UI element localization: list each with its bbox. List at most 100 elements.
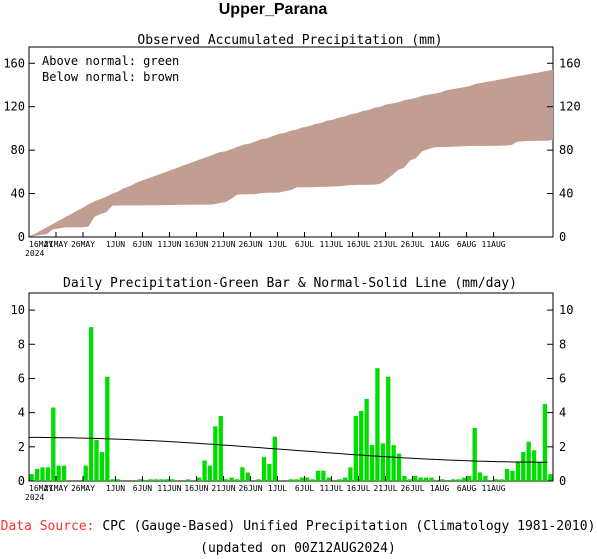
daily-bar bbox=[240, 467, 245, 481]
daily-bar bbox=[402, 475, 407, 481]
x-tick-label: 21JUL bbox=[373, 240, 397, 249]
daily-bar bbox=[261, 457, 267, 481]
x-tick-label: 1JUL bbox=[268, 484, 287, 493]
daily-bar bbox=[321, 470, 326, 481]
daily-bar bbox=[186, 479, 191, 481]
daily-bar bbox=[294, 479, 299, 481]
x-tick-label: 16MAY bbox=[29, 240, 53, 249]
x-tick-label: 11AUG bbox=[482, 484, 506, 493]
y-tick-label-right: 8 bbox=[559, 337, 566, 351]
daily-bar bbox=[456, 479, 461, 481]
x-tick-label: 26JUL bbox=[400, 240, 424, 249]
daily-bar bbox=[137, 479, 142, 481]
x-tick-label: 1JUL bbox=[268, 240, 287, 249]
daily-normal-line bbox=[29, 436, 548, 463]
figure-title: Upper_Parana bbox=[219, 1, 328, 18]
daily-bar bbox=[245, 472, 250, 481]
daily-bar bbox=[202, 460, 207, 481]
accumulated-panel: Above normal: green Below normal: brown … bbox=[3, 46, 581, 258]
daily-bar bbox=[51, 407, 56, 481]
x-tick-label: 11JUL bbox=[319, 240, 343, 249]
daily-bar bbox=[34, 469, 40, 481]
daily-bar bbox=[342, 477, 348, 481]
daily-bar bbox=[429, 477, 434, 481]
daily-bar bbox=[472, 428, 477, 481]
x-tick-label: 11AUG bbox=[482, 240, 506, 249]
x-tick-label: 16JUL bbox=[346, 240, 370, 249]
bottom-y-ticks: 0 0 2 2 4 4 6 6 8 8 10 10 bbox=[11, 303, 574, 488]
x-tick-label: 6JUN bbox=[133, 484, 152, 493]
daily-bar bbox=[305, 477, 310, 481]
y-tick-label-left: 4 bbox=[18, 406, 25, 420]
daily-bar bbox=[256, 479, 261, 481]
x-tick-label: 21MAY bbox=[44, 484, 68, 493]
y-tick-label-right: 4 bbox=[559, 406, 566, 420]
x-year-label: 2024 bbox=[25, 493, 44, 502]
x-tick-label: 1AUG bbox=[430, 484, 449, 493]
daily-bar bbox=[326, 477, 331, 481]
daily-bar bbox=[461, 477, 467, 481]
daily-bar bbox=[88, 327, 94, 481]
daily-bar bbox=[423, 477, 429, 481]
y-tick-label-left: 10 bbox=[11, 303, 25, 317]
x-tick-label: 6AUG bbox=[457, 240, 476, 249]
top-y-ticks: 0 0 40 40 80 80 120 120 160 160 bbox=[3, 56, 580, 244]
x-tick-label: 16MAY bbox=[29, 484, 53, 493]
daily-bar bbox=[407, 479, 412, 481]
daily-bar bbox=[267, 463, 272, 481]
y-tick-label-right: 2 bbox=[559, 440, 566, 454]
daily-bar bbox=[521, 451, 526, 481]
daily-bar bbox=[337, 479, 342, 481]
daily-bar bbox=[110, 479, 115, 481]
below-normal-area bbox=[29, 69, 553, 237]
y-tick-label-left: 0 bbox=[18, 230, 25, 244]
y-tick-label-right: 80 bbox=[559, 143, 573, 157]
daily-bar bbox=[440, 479, 445, 481]
daily-bars bbox=[29, 327, 553, 481]
daily-bar bbox=[61, 465, 67, 481]
data-source-label: Data Source: bbox=[1, 519, 95, 534]
x-tick-label: 26JUN bbox=[238, 484, 262, 493]
y-tick-label-left: 8 bbox=[18, 337, 25, 351]
daily-bar bbox=[467, 475, 472, 481]
x-year-label: 2024 bbox=[25, 249, 44, 258]
x-tick-label: 1JUN bbox=[106, 240, 125, 249]
top-panel-title: Observed Accumulated Precipitation (mm) bbox=[137, 33, 442, 48]
x-tick-label: 6JUL bbox=[295, 240, 314, 249]
x-tick-label: 11JUN bbox=[157, 240, 181, 249]
daily-bar bbox=[40, 467, 45, 481]
daily-bar bbox=[515, 462, 521, 481]
y-tick-label-left: 120 bbox=[3, 100, 25, 114]
daily-bar bbox=[526, 441, 531, 481]
daily-bar bbox=[353, 416, 358, 481]
x-tick-label: 26JUN bbox=[238, 240, 262, 249]
x-tick-label: 16JUL bbox=[346, 484, 370, 493]
y-tick-label-left: 80 bbox=[11, 143, 25, 157]
x-tick-label: 21JUL bbox=[373, 484, 397, 493]
x-tick-label: 21JUN bbox=[211, 484, 235, 493]
y-tick-label-left: 2 bbox=[18, 440, 25, 454]
daily-bar bbox=[391, 445, 396, 481]
daily-bar bbox=[348, 467, 353, 481]
x-tick-label: 6JUL bbox=[295, 484, 314, 493]
daily-bar bbox=[288, 479, 294, 481]
y-tick-label-left: 6 bbox=[18, 371, 25, 385]
daily-bar bbox=[299, 477, 304, 481]
daily-bar bbox=[159, 479, 164, 481]
daily-bar bbox=[542, 404, 548, 481]
daily-bar bbox=[56, 465, 61, 481]
daily-bar bbox=[83, 465, 88, 481]
x-tick-label: 1JUN bbox=[106, 484, 125, 493]
daily-bar bbox=[494, 479, 499, 481]
x-tick-label: 21JUN bbox=[211, 240, 235, 249]
x-tick-label: 1AUG bbox=[430, 240, 449, 249]
x-tick-label: 6AUG bbox=[457, 484, 476, 493]
daily-bar bbox=[396, 453, 402, 481]
y-tick-label-right: 10 bbox=[559, 303, 573, 317]
x-tick-label: 16JUN bbox=[184, 484, 208, 493]
data-source-text: CPC (Gauge-Based) Unified Precipitation … bbox=[102, 519, 595, 534]
